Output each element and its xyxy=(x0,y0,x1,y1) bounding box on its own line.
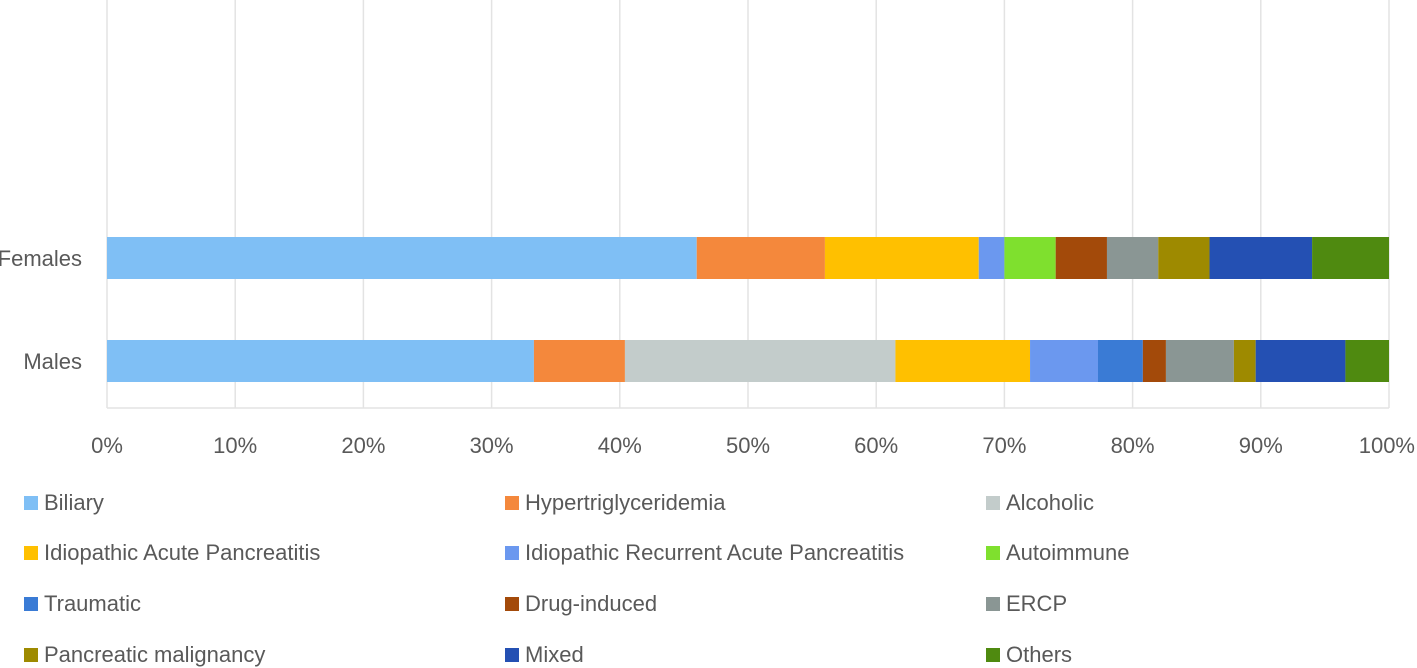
bar-segment-idiopathic-recurrent-acute-pancreatitis-females xyxy=(978,237,1005,279)
x-tick-label: 40% xyxy=(598,433,642,458)
bar-segments xyxy=(107,237,1389,382)
bar-segment-drug-induced-females xyxy=(1055,237,1107,279)
x-tick-label: 50% xyxy=(726,433,770,458)
x-tick-label: 90% xyxy=(1239,433,1283,458)
x-tick-label: 70% xyxy=(982,433,1026,458)
x-tick-label: 20% xyxy=(341,433,385,458)
x-tick-label: 80% xyxy=(1111,433,1155,458)
bar-segment-mixed-males xyxy=(1255,340,1346,382)
bar-segment-hypertriglyceridemia-males xyxy=(533,340,625,382)
x-tick-label: 10% xyxy=(213,433,257,458)
bar-segment-biliary-males xyxy=(107,340,534,382)
bar-segment-pancreatic-malignancy-males xyxy=(1233,340,1256,382)
bar-segment-ercp-females xyxy=(1106,237,1159,279)
x-tick-label: 100% xyxy=(1359,433,1415,458)
bar-segment-autoimmune-females xyxy=(1004,237,1056,279)
bar-segment-idiopathic-recurrent-acute-pancreatitis-males xyxy=(1030,340,1098,382)
x-tick-label: 0% xyxy=(91,433,123,458)
bar-segment-drug-induced-males xyxy=(1142,340,1166,382)
bar-segment-alcoholic-males xyxy=(624,340,896,382)
bar-segment-idiopathic-acute-pancreatitis-males xyxy=(895,340,1031,382)
bar-segment-others-males xyxy=(1345,340,1389,382)
bar-segment-biliary-females xyxy=(107,237,697,279)
x-tick-label: 30% xyxy=(470,433,514,458)
bar-segment-traumatic-males xyxy=(1097,340,1143,382)
bar-segment-others-females xyxy=(1312,237,1389,279)
x-tick-labels: 0% 10% 20% 30% 40% 50% 60% 70% 80% 90% 100% xyxy=(91,433,1415,458)
x-tick-label: 60% xyxy=(854,433,898,458)
bar-segment-idiopathic-acute-pancreatitis-females xyxy=(824,237,979,279)
category-label: Males xyxy=(23,349,82,374)
bar-segment-mixed-females xyxy=(1209,237,1313,279)
category-labels: Females Males xyxy=(0,246,82,374)
bar-segment-pancreatic-malignancy-females xyxy=(1158,237,1210,279)
bar-segment-hypertriglyceridemia-females xyxy=(696,237,825,279)
category-label: Females xyxy=(0,246,82,271)
bar-segment-ercp-males xyxy=(1165,340,1234,382)
